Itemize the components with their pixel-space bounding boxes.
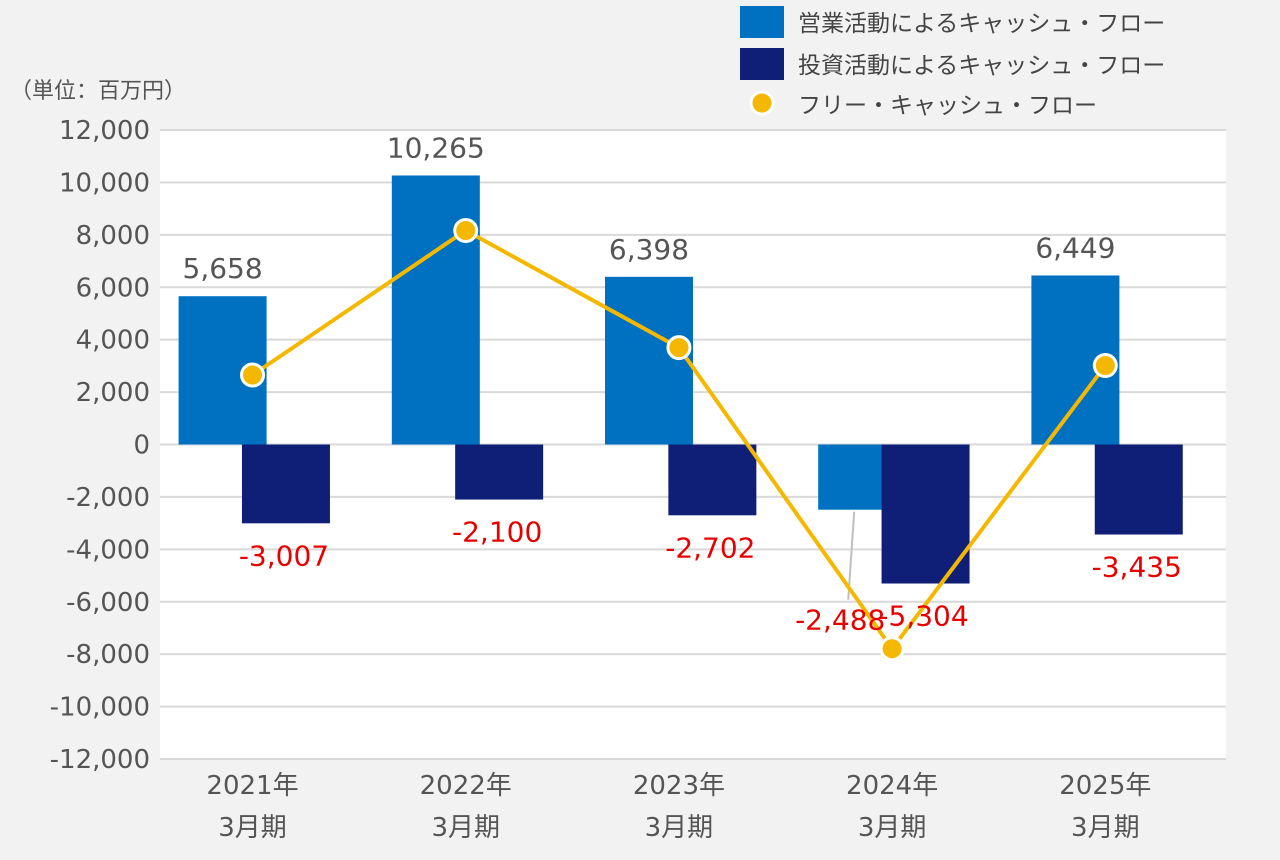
legend-label-operating: 営業活動によるキャッシュ・フロー — [798, 11, 1165, 37]
investing-cf-bar — [241, 444, 330, 524]
y-tick-label: -4,000 — [66, 535, 150, 565]
x-axis-categories: 2021年 3月期 2022年 3月期 2023年 3月期 2024年 3月期 2025年 3月期 — [206, 771, 1151, 843]
operating-cf-bar — [605, 276, 693, 445]
legend-swatch-operating — [740, 6, 784, 38]
category-period-label: 3月期 — [1071, 813, 1140, 843]
y-tick-label: 0 — [133, 431, 150, 461]
investing-cf-label: -2,100 — [452, 516, 542, 549]
free-cash-flow-point — [1092, 353, 1118, 379]
unit-label: （単位：百万円） — [10, 79, 186, 104]
legend-swatch-investing — [740, 48, 784, 80]
y-tick-label: 12,000 — [59, 116, 150, 146]
y-tick-label: -12,000 — [50, 745, 150, 775]
investing-cf-label: -5,304 — [878, 600, 968, 633]
y-tick-label: -8,000 — [66, 640, 150, 670]
investing-cf-label: -3,007 — [239, 539, 329, 572]
y-axis-ticks: 12,000 10,000 8,000 6,000 4,000 2,000 0 -2,000 -… — [50, 116, 150, 775]
investing-cf-label: -3,435 — [1092, 551, 1182, 584]
legend-label-free-cf: フリー・キャッシュ・フロー — [798, 93, 1097, 119]
bars — [178, 175, 1183, 584]
investing-cf-label: -2,702 — [665, 531, 755, 564]
operating-cf-bar — [391, 175, 480, 445]
operating-cf-label: 6,398 — [609, 233, 689, 266]
operating-cf-label: 5,658 — [183, 252, 263, 285]
data-labels: 5,658 -3,007 10,265 -2,100 6,398 -2,702 -2,488… — [183, 131, 1182, 636]
category-period-label: 3月期 — [431, 813, 500, 843]
y-tick-label: 8,000 — [76, 221, 150, 251]
y-tick-label: 10,000 — [59, 168, 150, 198]
y-tick-label: -6,000 — [66, 588, 150, 618]
category-period-label: 3月期 — [645, 813, 714, 843]
legend-label-investing: 投資活動によるキャッシュ・フロー — [798, 53, 1165, 79]
y-tick-label: 2,000 — [76, 378, 150, 408]
category-period-label: 3月期 — [858, 813, 927, 843]
y-tick-label: 6,000 — [76, 273, 150, 303]
y-tick-label: -10,000 — [50, 693, 150, 723]
gridlines — [160, 129, 1226, 760]
y-tick-label: 4,000 — [76, 326, 150, 356]
free-cash-flow-point — [666, 335, 692, 361]
category-year-label: 2021年 — [206, 771, 298, 801]
category-year-label: 2024年 — [846, 771, 938, 801]
legend-marker-free-cf — [749, 90, 775, 116]
category-year-label: 2022年 — [420, 771, 512, 801]
investing-cf-bar — [881, 444, 970, 584]
operating-cf-label: 10,265 — [387, 131, 485, 164]
free-cash-flow-line — [240, 218, 1118, 662]
category-year-label: 2025年 — [1059, 771, 1151, 801]
free-cash-flow-point — [453, 218, 479, 244]
operating-cf-label: -2,488 — [795, 604, 885, 637]
investing-cf-bar — [668, 444, 757, 516]
free-cash-flow-point — [240, 362, 266, 388]
investing-cf-bar — [455, 444, 544, 500]
operating-cf-label: 6,449 — [1035, 231, 1115, 264]
category-period-label: 3月期 — [218, 813, 287, 843]
free-cash-flow-point — [879, 636, 905, 662]
legend: 営業活動によるキャッシュ・フロー投資活動によるキャッシュ・フローフリー・キャッシ… — [740, 6, 1165, 119]
y-tick-label: -2,000 — [66, 483, 150, 513]
investing-cf-bar — [1094, 444, 1183, 535]
category-year-label: 2023年 — [633, 771, 725, 801]
